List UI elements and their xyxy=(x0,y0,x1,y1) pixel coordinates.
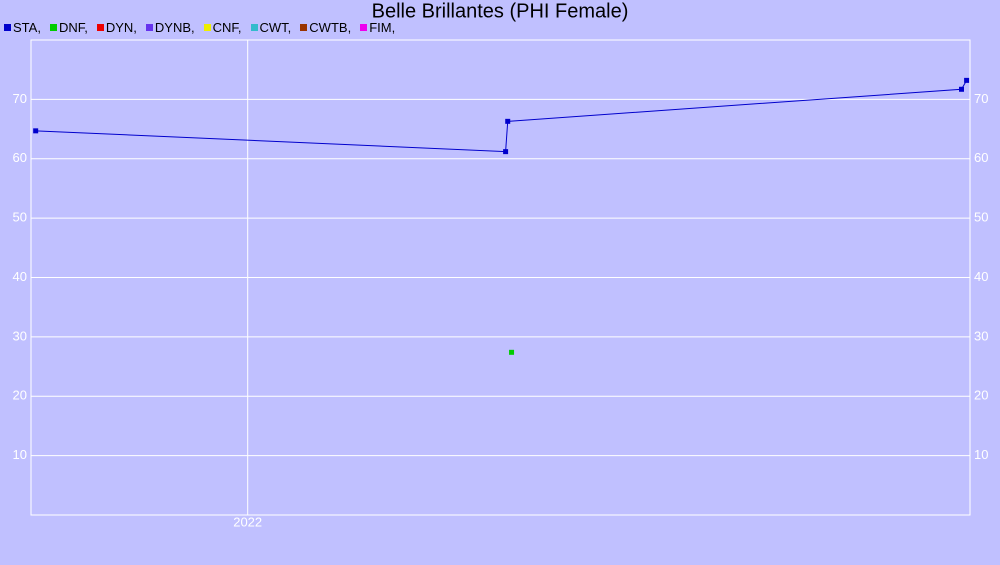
y-tick-label: 40 xyxy=(13,269,27,284)
legend-swatch xyxy=(203,24,211,31)
y-tick-label: 20 xyxy=(13,388,27,403)
legend-item: CNF, xyxy=(203,20,242,35)
legend-item: DYNB, xyxy=(145,20,195,35)
legend-swatch xyxy=(300,24,308,31)
legend-label: CNF, xyxy=(212,20,242,35)
y-tick-label: 70 xyxy=(13,91,27,106)
x-tick-label: 2022 xyxy=(233,514,262,529)
data-point xyxy=(503,149,509,155)
data-point xyxy=(509,349,515,355)
y-tick-label: 50 xyxy=(13,210,27,225)
y2-tick-label: 40 xyxy=(974,269,988,284)
y2-tick-label: 30 xyxy=(974,328,988,343)
legend-label: DNF, xyxy=(58,20,88,35)
legend-label: CWT, xyxy=(259,20,292,35)
chart-title: Belle Brillantes (PHI Female) xyxy=(372,0,629,22)
legend-label: STA, xyxy=(13,20,41,35)
y2-tick-label: 60 xyxy=(974,150,988,165)
y2-tick-label: 50 xyxy=(974,210,988,225)
data-point xyxy=(959,86,965,92)
data-point xyxy=(964,77,970,83)
legend-item: CWTB, xyxy=(300,20,351,35)
y2-tick-label: 70 xyxy=(974,91,988,106)
y2-tick-label: 20 xyxy=(974,388,988,403)
legend-swatch xyxy=(4,24,11,31)
legend-swatch xyxy=(250,24,258,31)
legend-label: DYN, xyxy=(105,20,137,35)
legend-item: STA, xyxy=(4,20,41,35)
legend: STA, DNF, DYN, DYNB, CNF, CWT, CWTB, FIM, xyxy=(4,20,395,35)
y-tick-label: 60 xyxy=(13,150,27,165)
legend-swatch xyxy=(49,24,57,31)
legend-swatch xyxy=(96,24,104,31)
data-point xyxy=(505,118,511,124)
legend-label: CWTB, xyxy=(309,20,352,35)
legend-label: FIM, xyxy=(369,20,396,35)
legend-item: DNF, xyxy=(49,20,88,35)
y-tick-label: 10 xyxy=(13,447,27,462)
legend-swatch xyxy=(360,24,368,31)
series-line xyxy=(35,80,968,153)
legend-swatch xyxy=(145,24,153,31)
legend-item: FIM, xyxy=(360,20,395,35)
y2-tick-label: 10 xyxy=(974,447,988,462)
legend-label: DYNB, xyxy=(154,20,195,35)
legend-item: DYN, xyxy=(96,20,137,35)
legend-item: CWT, xyxy=(250,20,292,35)
data-point xyxy=(33,128,39,134)
y-tick-label: 30 xyxy=(13,328,27,343)
